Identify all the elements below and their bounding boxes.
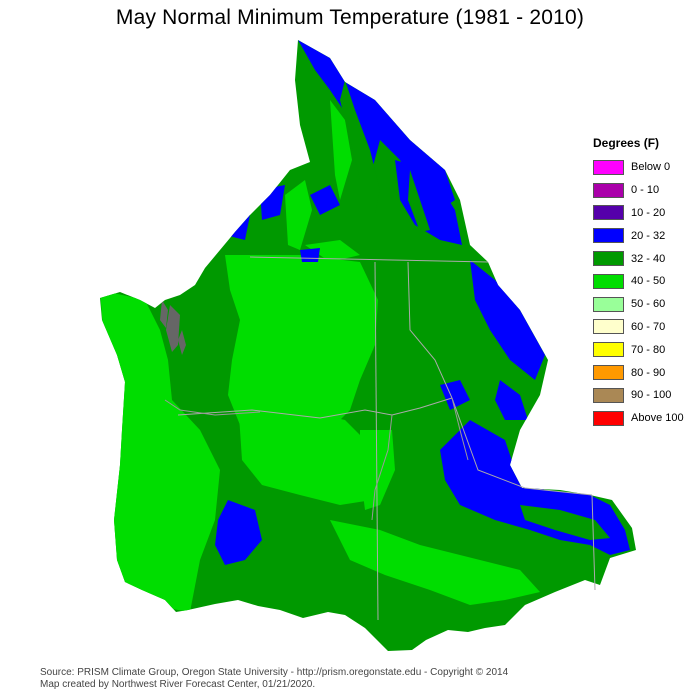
legend-swatch [593,228,624,244]
legend-row: 50 - 60 [593,293,697,316]
legend-row: 32 - 40 [593,247,697,270]
legend-row: 40 - 50 [593,270,697,293]
credits-source: Source: PRISM Climate Group, Oregon Stat… [40,667,509,678]
legend-row: 0 - 10 [593,179,697,202]
legend-label: 90 - 100 [631,389,672,402]
legend-swatch [593,387,624,403]
legend-label: 20 - 32 [631,229,666,242]
legend-label: 0 - 10 [631,184,660,197]
legend-row: 80 - 90 [593,361,697,384]
rivers [164,397,469,521]
legend-row: 20 - 32 [593,224,697,247]
legend: Degrees (F) Below 0 0 - 10 10 - 20 20 - … [593,136,697,430]
legend-row: 10 - 20 [593,202,697,225]
legend-swatch [593,365,624,381]
legend-row: 90 - 100 [593,384,697,407]
legend-label: 50 - 60 [631,298,666,311]
legend-swatch [593,159,624,175]
legend-label: 40 - 50 [631,275,666,288]
legend-label: 60 - 70 [631,320,666,333]
legend-label: 32 - 40 [631,252,666,265]
legend-swatch [593,273,624,289]
legend-swatch [593,205,624,221]
legend-row: 60 - 70 [593,316,697,339]
legend-row: 70 - 80 [593,338,697,361]
map-title: May Normal Minimum Temperature (1981 - 2… [115,6,585,29]
map-land [100,40,636,651]
legend-label: 10 - 20 [631,206,666,219]
legend-row: Below 0 [593,156,697,179]
legend-swatch [593,342,624,358]
legend-label: 80 - 90 [631,366,666,379]
zone-40-50 [100,100,540,612]
zone-32-40-valleys [340,80,610,540]
legend-row: Above 100 [593,407,697,430]
state-borders [177,256,596,621]
legend-swatch [593,319,624,335]
legend-swatch [593,296,624,312]
legend-swatch [593,410,624,426]
legend-title: Degrees (F) [593,136,660,150]
legend-swatch [593,182,624,198]
legend-label: 70 - 80 [631,343,666,356]
water-bodies [160,300,186,355]
legend-label: Below 0 [631,161,671,174]
legend-swatch [593,251,624,267]
credits-author: Map created by Northwest River Forecast … [40,679,316,690]
credits: Source: PRISM Climate Group, Oregon Stat… [40,667,508,691]
legend-label: Above 100 [631,412,684,425]
